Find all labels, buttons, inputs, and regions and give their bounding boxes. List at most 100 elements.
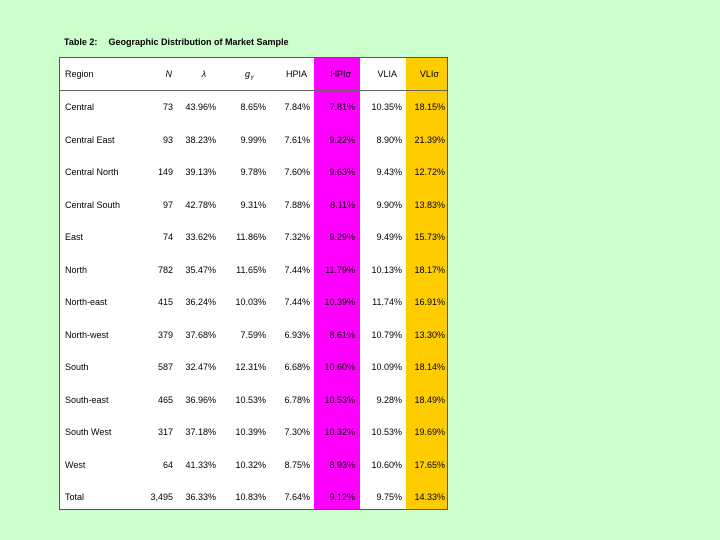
cell-hpis: 10.53%: [324, 394, 355, 405]
table-row: North 782 35.47% 11.65% 7.44% 11.79% 10.13% 18.…: [60, 263, 449, 277]
header-g: gY: [245, 67, 254, 86]
cell-n: 149: [157, 167, 173, 177]
cell-vlis: 18.49%: [414, 394, 445, 405]
table-caption: Table 2: Geographic Distribution of Mark…: [64, 37, 289, 47]
cell-vlia: 9.90%: [376, 199, 402, 210]
cell-hpis: 11.79%: [325, 264, 355, 275]
cell-region: South-east: [65, 394, 109, 405]
cell-vlis: 17.65%: [414, 459, 445, 470]
cell-region: Central: [65, 102, 95, 112]
cell-g: 10.32%: [235, 459, 266, 470]
cell-lambda: 41.33%: [185, 459, 216, 470]
cell-lambda: 36.96%: [185, 394, 216, 405]
cell-g: 12.31%: [235, 362, 266, 372]
header-n: N: [165, 69, 173, 79]
header-g-subscript: Y: [249, 75, 254, 82]
cell-lambda: 43.96%: [185, 102, 216, 112]
table-row: North-west 379 37.68% 7.59% 6.93% 8.61% 10.79%…: [60, 328, 449, 342]
cell-region: Total: [65, 492, 85, 502]
cell-hpia: 7.61%: [284, 134, 310, 145]
cell-vlis: 18.17%: [414, 264, 445, 275]
cell-hpis: 10.32%: [324, 427, 355, 437]
cell-vlis: 16.91%: [414, 297, 445, 307]
cell-n: 465: [157, 394, 173, 405]
cell-g: 10.53%: [235, 394, 266, 405]
cell-g: 9.78%: [240, 167, 266, 177]
cell-lambda: 37.18%: [185, 427, 216, 437]
header-hpia: HPIA: [285, 69, 307, 79]
cell-n: 74: [162, 232, 173, 242]
cell-g: 10.83%: [235, 492, 266, 502]
cell-region: Central East: [65, 134, 115, 145]
table-row: South-east 465 36.96% 10.53% 6.78% 10.53% 9.28…: [60, 393, 449, 407]
cell-vlis: 19.69%: [414, 427, 445, 437]
table-row: North-east 415 36.24% 10.03% 7.44% 10.39% 11.7…: [60, 295, 449, 309]
cell-region: South: [65, 362, 89, 372]
cell-vlia: 10.79%: [371, 329, 402, 340]
cell-lambda: 35.47%: [185, 264, 216, 275]
cell-lambda: 37.68%: [185, 329, 216, 340]
cell-region: South West: [65, 427, 112, 437]
cell-vlia: 10.53%: [371, 427, 402, 437]
cell-hpia: 7.84%: [284, 102, 310, 112]
header-hpis: HPIσ: [330, 69, 351, 79]
cell-hpia: 6.93%: [284, 329, 310, 340]
cell-n: 587: [157, 362, 173, 372]
cell-hpis: 9.63%: [329, 167, 355, 177]
cell-hpia: 7.30%: [284, 427, 310, 437]
cell-n: 93: [162, 134, 173, 145]
cell-g: 11.65%: [236, 264, 266, 275]
cell-g: 8.65%: [240, 102, 266, 112]
cell-region: North: [65, 264, 88, 275]
header-vlia: VLIA: [377, 69, 397, 79]
cell-vlia: 10.09%: [371, 362, 402, 372]
cell-g: 10.03%: [235, 297, 266, 307]
cell-n: 97: [162, 199, 173, 210]
cell-lambda: 36.33%: [185, 492, 216, 502]
cell-g: 9.31%: [240, 199, 266, 210]
cell-lambda: 38.23%: [185, 134, 216, 145]
cell-vlia: 10.35%: [371, 102, 402, 112]
cell-g: 10.39%: [235, 427, 266, 437]
vlis-column-highlight: [406, 58, 447, 509]
cell-lambda: 32.47%: [185, 362, 216, 372]
table-row: Total 3,495 36.33% 10.83% 7.64% 9.12% 9.75% 14.…: [60, 490, 449, 504]
cell-hpia: 7.44%: [284, 297, 310, 307]
cell-vlia: 10.13%: [371, 264, 402, 275]
cell-vlis: 18.15%: [414, 102, 445, 112]
cell-hpia: 7.60%: [284, 167, 310, 177]
cell-hpis: 8.93%: [329, 459, 355, 470]
table-row: Central East 93 38.23% 9.99% 7.61% 9.22% 8.90%…: [60, 133, 449, 147]
cell-hpis: 8.11%: [330, 199, 355, 210]
cell-region: East: [65, 232, 84, 242]
table-row: South West 317 37.18% 10.39% 7.30% 10.32% 10.5…: [60, 425, 449, 439]
cell-n: 317: [157, 427, 173, 437]
cell-n: 379: [157, 329, 173, 340]
cell-vlis: 21.39%: [414, 134, 445, 145]
cell-hpis: 8.61%: [329, 329, 355, 340]
cell-region: North-east: [65, 297, 108, 307]
table-row: South 587 32.47% 12.31% 6.68% 10.60% 10.09% 18.…: [60, 360, 449, 374]
table-row: Central South 97 42.78% 9.31% 7.88% 8.11% 9.90…: [60, 198, 449, 212]
header-divider: [60, 90, 447, 91]
header-vlis: VLIσ: [419, 69, 439, 79]
cell-hpis: 10.60%: [324, 362, 355, 372]
cell-hpis: 9.22%: [329, 134, 355, 145]
cell-g: 11.86%: [236, 232, 266, 242]
cell-region: Central South: [65, 199, 121, 210]
header-lambda: λ: [201, 69, 206, 79]
cell-region: North-west: [65, 329, 109, 340]
table-row: Central North 149 39.13% 9.78% 7.60% 9.63% 9.4…: [60, 165, 449, 179]
header-g-symbol: g: [244, 69, 250, 79]
cell-hpia: 8.75%: [284, 459, 310, 470]
data-table: Region N λ gY HPIA HPIσ VLIA VLIσ Centra…: [59, 57, 448, 510]
cell-hpia: 7.32%: [284, 232, 310, 242]
cell-vlia: 11.74%: [372, 297, 402, 307]
cell-vlia: 10.60%: [371, 459, 402, 470]
cell-hpia: 7.44%: [284, 264, 310, 275]
cell-hpis: 9.12%: [329, 492, 355, 502]
hpis-column-highlight: [314, 58, 360, 509]
cell-vlis: 13.83%: [414, 199, 445, 210]
cell-vlis: 13.30%: [414, 329, 445, 340]
cell-hpia: 7.64%: [284, 492, 310, 502]
